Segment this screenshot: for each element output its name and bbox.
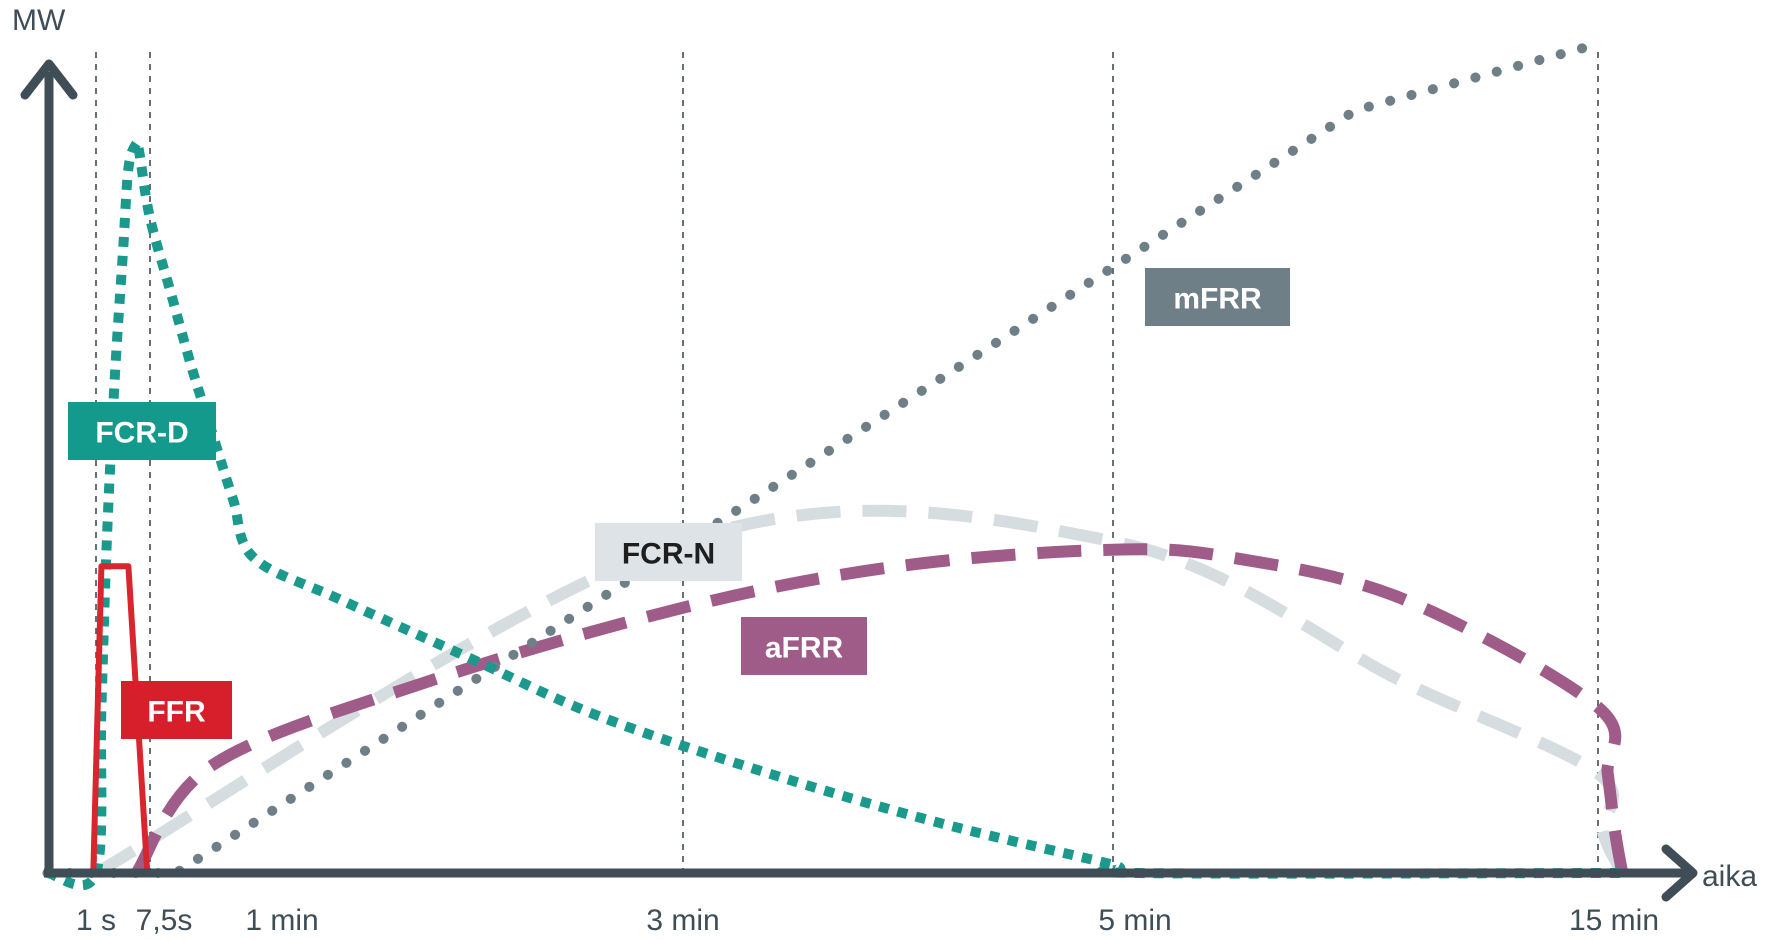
series-label-box [595, 523, 742, 581]
series-line-fcr-n [93, 504, 1628, 879]
y-axis-label: MW [12, 4, 66, 37]
x-tick-label: 1 min [245, 904, 318, 937]
series-label-text: FCR-D [95, 417, 188, 450]
x-tick-label: 15 min [1569, 904, 1659, 937]
series-label-ffr: FFR [121, 681, 232, 739]
series-line-fcr-d [46, 136, 1623, 891]
x-axis-label: aika [1702, 860, 1757, 893]
series-label-fcr-d: FCR-D [68, 402, 216, 460]
series-label-text: FCR-N [622, 538, 715, 571]
axes: MW aika [12, 4, 1757, 902]
series-line-afrr [131, 543, 1629, 877]
series-label-afrr: aFRR [741, 617, 867, 675]
series-label-box [121, 681, 232, 739]
x-tick-label: 1 s [76, 904, 116, 937]
series-layer [42, 39, 1629, 891]
series-label-text: FFR [147, 696, 206, 729]
series-line-mfrr [42, 39, 1603, 878]
series-labels: FCR-D FFR FCR-N aFRR mFRR [68, 268, 1290, 739]
x-tick-label: 7,5s [136, 904, 193, 937]
series-line-ffr [79, 563, 1623, 876]
series-label-box [741, 617, 867, 675]
x-tick-label: 3 min [646, 904, 719, 937]
series-label-box [68, 402, 216, 460]
y-axis-arrow [20, 59, 78, 100]
x-tick-labels: 1 s 7,5s 1 min 3 min 5 min 15 min [76, 904, 1659, 937]
series-label-text: aFRR [765, 632, 844, 665]
series-label-box [1145, 268, 1290, 326]
gridlines [95, 52, 1599, 873]
x-axis-arrow [1661, 844, 1698, 902]
series-label-text: mFRR [1173, 283, 1262, 316]
series-label-mfrr: mFRR [1145, 268, 1290, 326]
series-label-fcr-n: FCR-N [595, 523, 742, 581]
x-tick-label: 5 min [1098, 904, 1171, 937]
